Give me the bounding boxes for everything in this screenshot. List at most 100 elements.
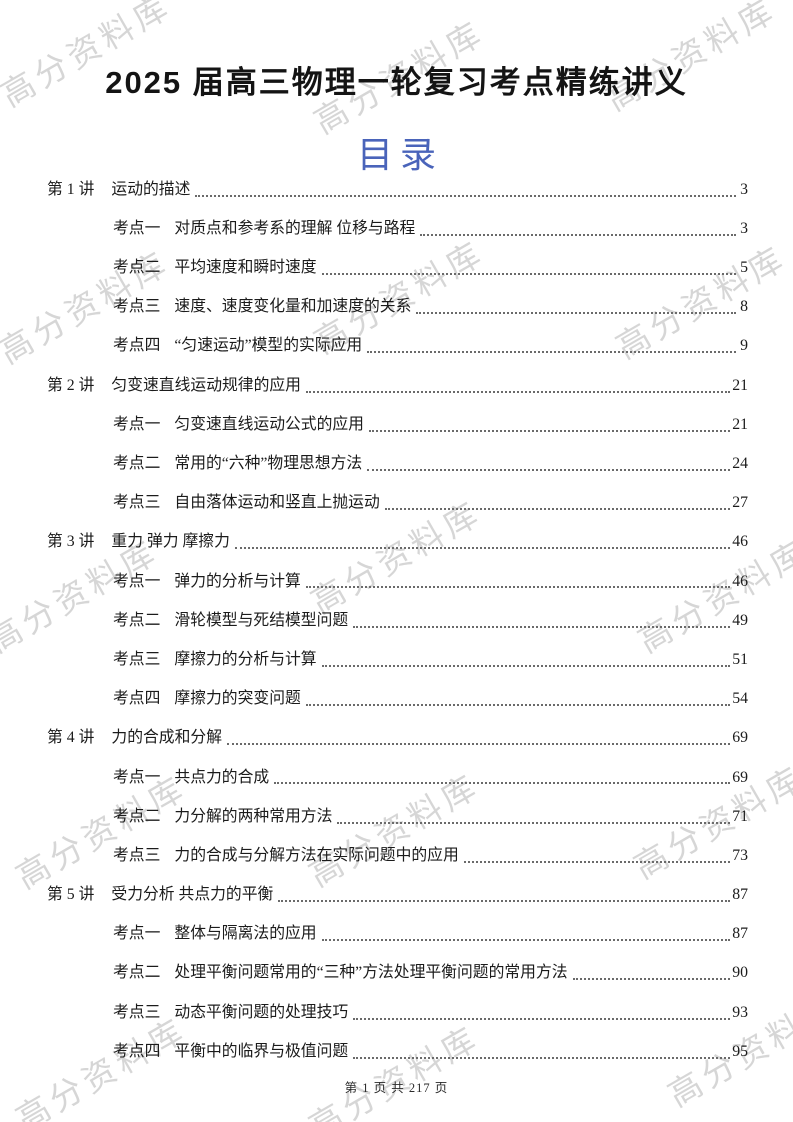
toc-page-number: 5 <box>740 259 748 277</box>
toc-entry-title: 平均速度和瞬时速度 <box>174 259 317 277</box>
toc-entry: 考点四 “匀速运动”模型的实际应用 9 <box>47 327 748 366</box>
toc-leader-dots <box>353 625 731 628</box>
toc-entry: 第 5 讲 受力分析 共点力的平衡 87 <box>47 875 748 914</box>
toc-leader-dots <box>368 429 731 432</box>
toc-entry-title: 平衡中的临界与极值问题 <box>174 1042 349 1060</box>
toc-page-number: 3 <box>740 180 748 198</box>
toc-entry: 考点三 动态平衡问题的处理技巧 93 <box>47 993 748 1032</box>
toc-page-number: 87 <box>732 886 748 904</box>
toc-entry-title: “匀速运动”模型的实际应用 <box>174 337 363 355</box>
toc-entry: 考点四 平衡中的临界与极值问题 95 <box>47 1032 748 1071</box>
toc-entry-label: 考点一 <box>113 768 161 786</box>
toc-entry: 考点三 力的合成与分解方法在实际问题中的应用 73 <box>47 836 748 875</box>
toc-page-number: 3 <box>740 219 748 237</box>
toc-entry-title: 匀变速直线运动规律的应用 <box>111 376 301 394</box>
page-footer: 第 1 页 共 217 页 <box>344 1081 449 1095</box>
toc-page-number: 95 <box>732 1042 748 1060</box>
toc-entry-title: 力的合成和分解 <box>111 729 222 747</box>
toc-entry-label: 考点一 <box>113 219 161 237</box>
toc-entry: 考点二 常用的“六种”物理思想方法 24 <box>47 444 748 483</box>
toc-entry: 考点三 速度、速度变化量和加速度的关系 8 <box>47 288 748 327</box>
toc-list: 第 1 讲 运动的描述 3 考点一 对质点和参考系的理解 位移与路程 3 考点二… <box>47 170 748 1071</box>
toc-leader-dots <box>305 704 731 707</box>
toc-entry: 第 4 讲 力的合成和分解 69 <box>47 719 748 758</box>
toc-entry-label: 考点二 <box>113 964 161 982</box>
toc-entry-title: 速度、速度变化量和加速度的关系 <box>174 298 412 316</box>
toc-entry: 考点二 力分解的两种常用方法 71 <box>47 797 748 836</box>
toc-page-number: 93 <box>732 1003 748 1021</box>
toc-entry: 第 2 讲 匀变速直线运动规律的应用 21 <box>47 366 748 405</box>
toc-entry-title: 匀变速直线运动公式的应用 <box>174 415 364 433</box>
toc-heading: 目录 <box>356 135 443 175</box>
toc-leader-dots <box>234 547 731 550</box>
toc-entry-title: 力分解的两种常用方法 <box>174 807 333 825</box>
toc-entry: 第 1 讲 运动的描述 3 <box>47 170 748 209</box>
toc-page-number: 87 <box>732 925 748 943</box>
toc-entry: 考点一 对质点和参考系的理解 位移与路程 3 <box>47 209 748 248</box>
toc-leader-dots <box>463 860 731 863</box>
toc-leader-dots <box>321 272 736 275</box>
toc-leader-dots <box>227 743 731 746</box>
toc-entry: 考点一 匀变速直线运动公式的应用 21 <box>47 405 748 444</box>
toc-entry: 考点二 滑轮模型与死结模型问题 49 <box>47 601 748 640</box>
toc-entry-label: 考点三 <box>113 650 161 668</box>
toc-entry-title: 摩擦力的突变问题 <box>174 690 301 708</box>
toc-leader-dots <box>384 508 731 511</box>
toc-leader-dots <box>420 233 736 236</box>
toc-entry: 考点二 平均速度和瞬时速度 5 <box>47 248 748 287</box>
toc-entry-label: 第 5 讲 <box>47 886 95 904</box>
toc-entry-title: 整体与隔离法的应用 <box>174 925 317 943</box>
toc-entry-label: 考点一 <box>113 415 161 433</box>
toc-entry-title: 运动的描述 <box>111 180 191 198</box>
toc-leader-dots <box>416 312 736 315</box>
toc-entry: 第 3 讲 重力 弹力 摩擦力 46 <box>47 523 748 562</box>
toc-leader-dots <box>367 351 736 354</box>
toc-entry-title: 动态平衡问题的处理技巧 <box>174 1003 349 1021</box>
toc-leader-dots <box>337 821 731 824</box>
toc-page-number: 90 <box>732 964 748 982</box>
toc-entry-label: 考点二 <box>113 455 161 472</box>
toc-leader-dots <box>305 390 731 393</box>
toc-leader-dots <box>278 899 731 902</box>
toc-entry-label: 第 2 讲 <box>47 376 95 394</box>
toc-leader-dots <box>321 664 731 667</box>
toc-entry-title: 共点力的合成 <box>174 768 270 786</box>
toc-entry-label: 考点三 <box>113 1003 161 1021</box>
toc-page-number: 71 <box>732 807 748 825</box>
toc-entry-title: 弹力的分析与计算 <box>174 572 301 590</box>
toc-leader-dots <box>321 939 731 942</box>
toc-leader-dots <box>367 468 731 471</box>
toc-page-number: 9 <box>740 337 748 355</box>
toc-entry-label: 考点二 <box>113 807 161 825</box>
toc-leader-dots <box>353 1017 731 1020</box>
toc-page-number: 54 <box>732 690 748 708</box>
toc-entry-title: 处理平衡问题常用的“三种”方法处理平衡问题的常用方法 <box>174 964 568 982</box>
toc-entry-label: 第 3 讲 <box>47 533 95 551</box>
toc-entry-label: 第 4 讲 <box>47 729 95 747</box>
toc-entry-title: 力的合成与分解方法在实际问题中的应用 <box>174 846 459 864</box>
toc-page-number: 24 <box>732 455 748 472</box>
toc-page-number: 51 <box>732 650 748 668</box>
toc-entry-label: 考点一 <box>113 925 161 943</box>
toc-page-number: 21 <box>732 376 748 394</box>
toc-leader-dots <box>572 978 731 981</box>
toc-entry-title: 滑轮模型与死结模型问题 <box>174 611 349 629</box>
toc-entry-label: 考点四 <box>113 1042 161 1060</box>
toc-entry: 考点三 摩擦力的分析与计算 51 <box>47 640 748 679</box>
document-title: 2025 届高三物理一轮复习考点精练讲义 <box>105 65 688 100</box>
toc-entry-label: 考点三 <box>113 298 161 316</box>
toc-entry: 考点四 摩擦力的突变问题 54 <box>47 679 748 718</box>
toc-page-number: 46 <box>732 572 748 590</box>
toc-entry-label: 第 1 讲 <box>47 180 95 198</box>
toc-entry-label: 考点四 <box>113 690 161 708</box>
toc-leader-dots <box>274 782 731 785</box>
toc-entry-label: 考点二 <box>113 611 161 629</box>
toc-entry-label: 考点三 <box>113 494 161 512</box>
toc-entry-label: 考点二 <box>113 259 161 277</box>
toc-entry: 考点三 自由落体运动和竖直上抛运动 27 <box>47 484 748 523</box>
toc-page-number: 49 <box>732 611 748 629</box>
toc-page-number: 27 <box>732 494 748 512</box>
toc-entry: 考点一 整体与隔离法的应用 87 <box>47 915 748 954</box>
